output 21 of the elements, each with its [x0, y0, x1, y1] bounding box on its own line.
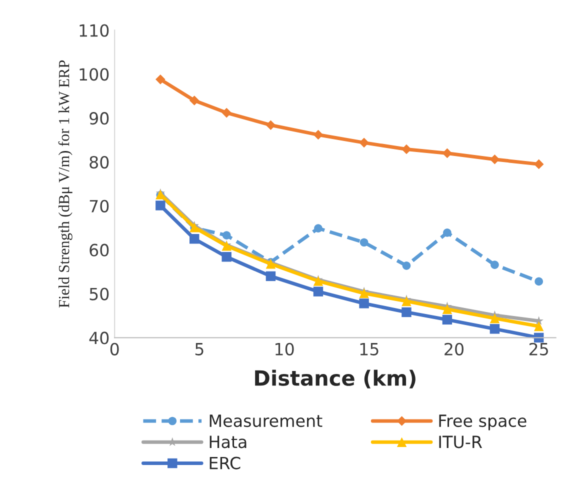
x-tick-label: 15 — [360, 343, 378, 356]
y-tick-label: 50 — [90, 288, 109, 300]
x-tick-label: 0 — [110, 342, 119, 356]
y-tick-label: 70 — [90, 200, 109, 212]
x-tick-label: 20 — [444, 342, 464, 356]
legend-label: ERC — [210, 456, 240, 470]
y-tick-label: 90 — [90, 112, 109, 125]
y-tick-label: 100 — [80, 68, 109, 81]
legend-label: Hata — [210, 436, 246, 448]
y-tick-label: 60 — [90, 244, 109, 256]
y-tick-label: 110 — [80, 24, 109, 37]
x-tick-label: 25 — [529, 342, 548, 356]
y-axis-title: Field Strength (dBμ V/m) for 1 kW ERP — [58, 60, 72, 308]
legend-label: Free space — [439, 414, 526, 430]
x-tick-label: 5 — [195, 343, 204, 356]
y-tick-label: 40 — [89, 332, 109, 344]
y-tick-label: 80 — [90, 156, 109, 169]
legend-label: ITU-R — [439, 436, 482, 448]
legend-label: Measurement — [210, 414, 322, 428]
x-axis-title: Distance (km) — [255, 370, 416, 388]
x-tick-label: 10 — [276, 342, 294, 356]
